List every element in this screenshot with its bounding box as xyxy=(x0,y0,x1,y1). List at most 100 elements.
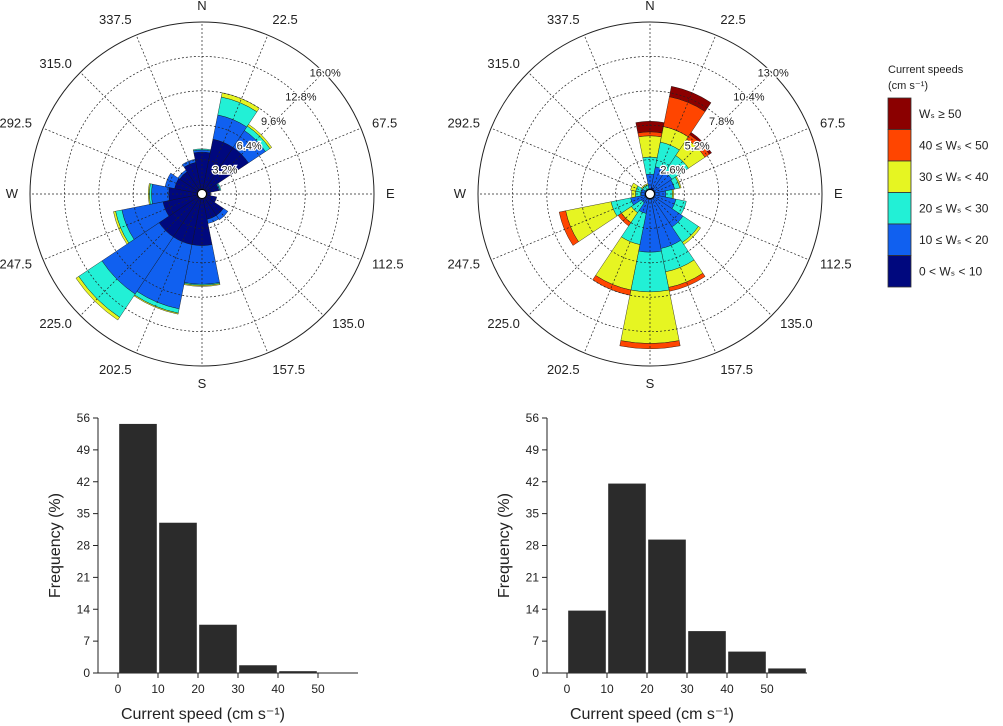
rose-sector xyxy=(221,92,260,113)
rose-direction-label: S xyxy=(646,376,655,391)
y-tick-label: 14 xyxy=(77,602,91,616)
x-tick-label: 10 xyxy=(600,682,614,696)
rose-grid-spoke xyxy=(80,72,203,195)
legend-swatch xyxy=(887,223,912,256)
y-axis-title: Frequency (%) xyxy=(47,493,64,598)
y-tick-label: 0 xyxy=(532,666,539,680)
legend-label: 10 ≤ Wₛ < 20 xyxy=(919,233,989,247)
legend-label: Wₛ ≥ 50 xyxy=(919,107,962,121)
rose-grid-spoke xyxy=(583,34,651,195)
rose-grid-spoke xyxy=(135,34,203,195)
rose-sectors xyxy=(558,86,712,350)
x-tick-label: 50 xyxy=(311,682,325,696)
rose-sector xyxy=(689,132,712,155)
y-tick-label: 14 xyxy=(526,602,540,616)
rose-sector xyxy=(669,86,712,112)
rose-grid-ring xyxy=(98,90,306,298)
rose-center xyxy=(197,189,207,199)
rose-grid-spoke xyxy=(528,193,651,316)
x-tick-label: 50 xyxy=(760,682,774,696)
rose-ring-label: 12.8% xyxy=(285,92,316,104)
wind-rose-right: 2.6% 5.2% 7.8% 10.4% 13.0% N 22.5 67.5 E 112.5 135… xyxy=(447,0,851,391)
rose-direction-label: 157.5 xyxy=(720,362,753,377)
rose-grid-spoke xyxy=(649,72,772,195)
rose-sector xyxy=(630,182,639,192)
rose-direction-label: E xyxy=(834,186,843,201)
y-tick-label: 56 xyxy=(526,411,540,425)
rose-direction-label: 292.5 xyxy=(447,116,480,131)
y-tick-label: 42 xyxy=(77,475,91,489)
legend-swatch xyxy=(887,129,912,162)
rose-grid-spoke xyxy=(42,127,203,195)
rose-outer-ring xyxy=(477,21,823,367)
x-tick-label: 0 xyxy=(115,682,122,696)
rose-direction-label: 337.5 xyxy=(99,12,132,27)
rose-ring-label: 16.0% xyxy=(310,67,341,79)
histogram-bar xyxy=(768,668,806,673)
y-axis-title: Frequency (%) xyxy=(496,493,513,598)
histogram-bar xyxy=(199,624,237,673)
legend-label: 30 ≤ Wₛ < 40 xyxy=(919,170,989,184)
histogram-left: 0 7 14 21 28 35 42 49 56 0 10 20 30 40 50 Current speed… xyxy=(47,411,358,723)
rose-direction-label: 337.5 xyxy=(547,12,580,27)
rose-direction-label: 292.5 xyxy=(0,116,32,131)
rose-ring-label: 2.6% xyxy=(660,165,685,177)
rose-grid-spoke xyxy=(490,193,651,261)
rose-grid-spoke xyxy=(201,193,269,354)
rose-direction-label: 202.5 xyxy=(99,362,132,377)
x-axis-title: Current speed (cm s⁻¹) xyxy=(121,706,285,723)
rose-grid-ring xyxy=(167,159,237,229)
rose-grid-spoke xyxy=(649,193,810,261)
histogram-bar xyxy=(568,610,606,673)
x-tick-label: 30 xyxy=(680,682,694,696)
rose-direction-label: 247.5 xyxy=(0,256,32,271)
rose-sector xyxy=(592,275,632,296)
y-tick-label: 7 xyxy=(83,634,90,648)
rose-direction-label: 135.0 xyxy=(332,316,365,331)
x-tick-label: 40 xyxy=(720,682,734,696)
rose-grid-spoke xyxy=(201,127,362,195)
rose-grid-spoke xyxy=(649,34,717,195)
rose-sector xyxy=(216,182,222,191)
histogram-bar xyxy=(648,539,686,673)
rose-direction-label: N xyxy=(645,0,654,13)
y-tick-label: 7 xyxy=(532,634,539,648)
histogram-bar xyxy=(608,483,646,673)
rose-grid-spoke xyxy=(201,34,269,195)
rose-ring-label: 3.2% xyxy=(212,165,237,177)
x-tick-label: 20 xyxy=(640,682,654,696)
rose-grid-spoke xyxy=(649,127,810,195)
rose-sector xyxy=(619,340,681,350)
rose-ring-label: 6.4% xyxy=(237,140,262,152)
y-tick-label: 35 xyxy=(526,507,540,521)
rose-direction-label: W xyxy=(6,186,19,201)
rose-grid-spoke xyxy=(80,193,203,316)
rose-sector xyxy=(75,276,120,321)
legend-swatch xyxy=(887,255,912,288)
rose-direction-label: 67.5 xyxy=(820,116,845,131)
rose-direction-label: 22.5 xyxy=(720,12,745,27)
histogram-bar xyxy=(159,522,197,673)
legend-label: 0 < Wₛ < 10 xyxy=(919,264,983,278)
rose-outer-ring xyxy=(29,21,375,367)
y-tick-label: 21 xyxy=(526,570,540,584)
y-tick-label: 42 xyxy=(526,475,540,489)
y-tick-label: 21 xyxy=(77,570,91,584)
rose-ring-label: 9.6% xyxy=(261,116,286,128)
rose-sector xyxy=(558,210,579,246)
rose-ring-label: 10.4% xyxy=(733,92,764,104)
legend-swatch xyxy=(887,192,912,225)
wind-rose-left: 3.2% 6.4% 9.6% 12.8% 16.0% N 22.5 67.5 E 112.5 135… xyxy=(0,0,404,391)
rose-grid-ring xyxy=(615,159,685,229)
x-tick-label: 30 xyxy=(231,682,245,696)
rose-direction-label: E xyxy=(386,186,395,201)
rose-grid-spoke xyxy=(201,193,324,316)
rose-sector xyxy=(113,210,129,245)
rose-grid-spoke xyxy=(42,193,203,261)
rose-sector xyxy=(635,121,665,134)
legend-title-line1: Current speeds xyxy=(888,64,964,76)
rose-direction-label: S xyxy=(198,376,207,391)
rose-grid-spoke xyxy=(201,72,324,195)
rose-sector xyxy=(247,124,272,149)
